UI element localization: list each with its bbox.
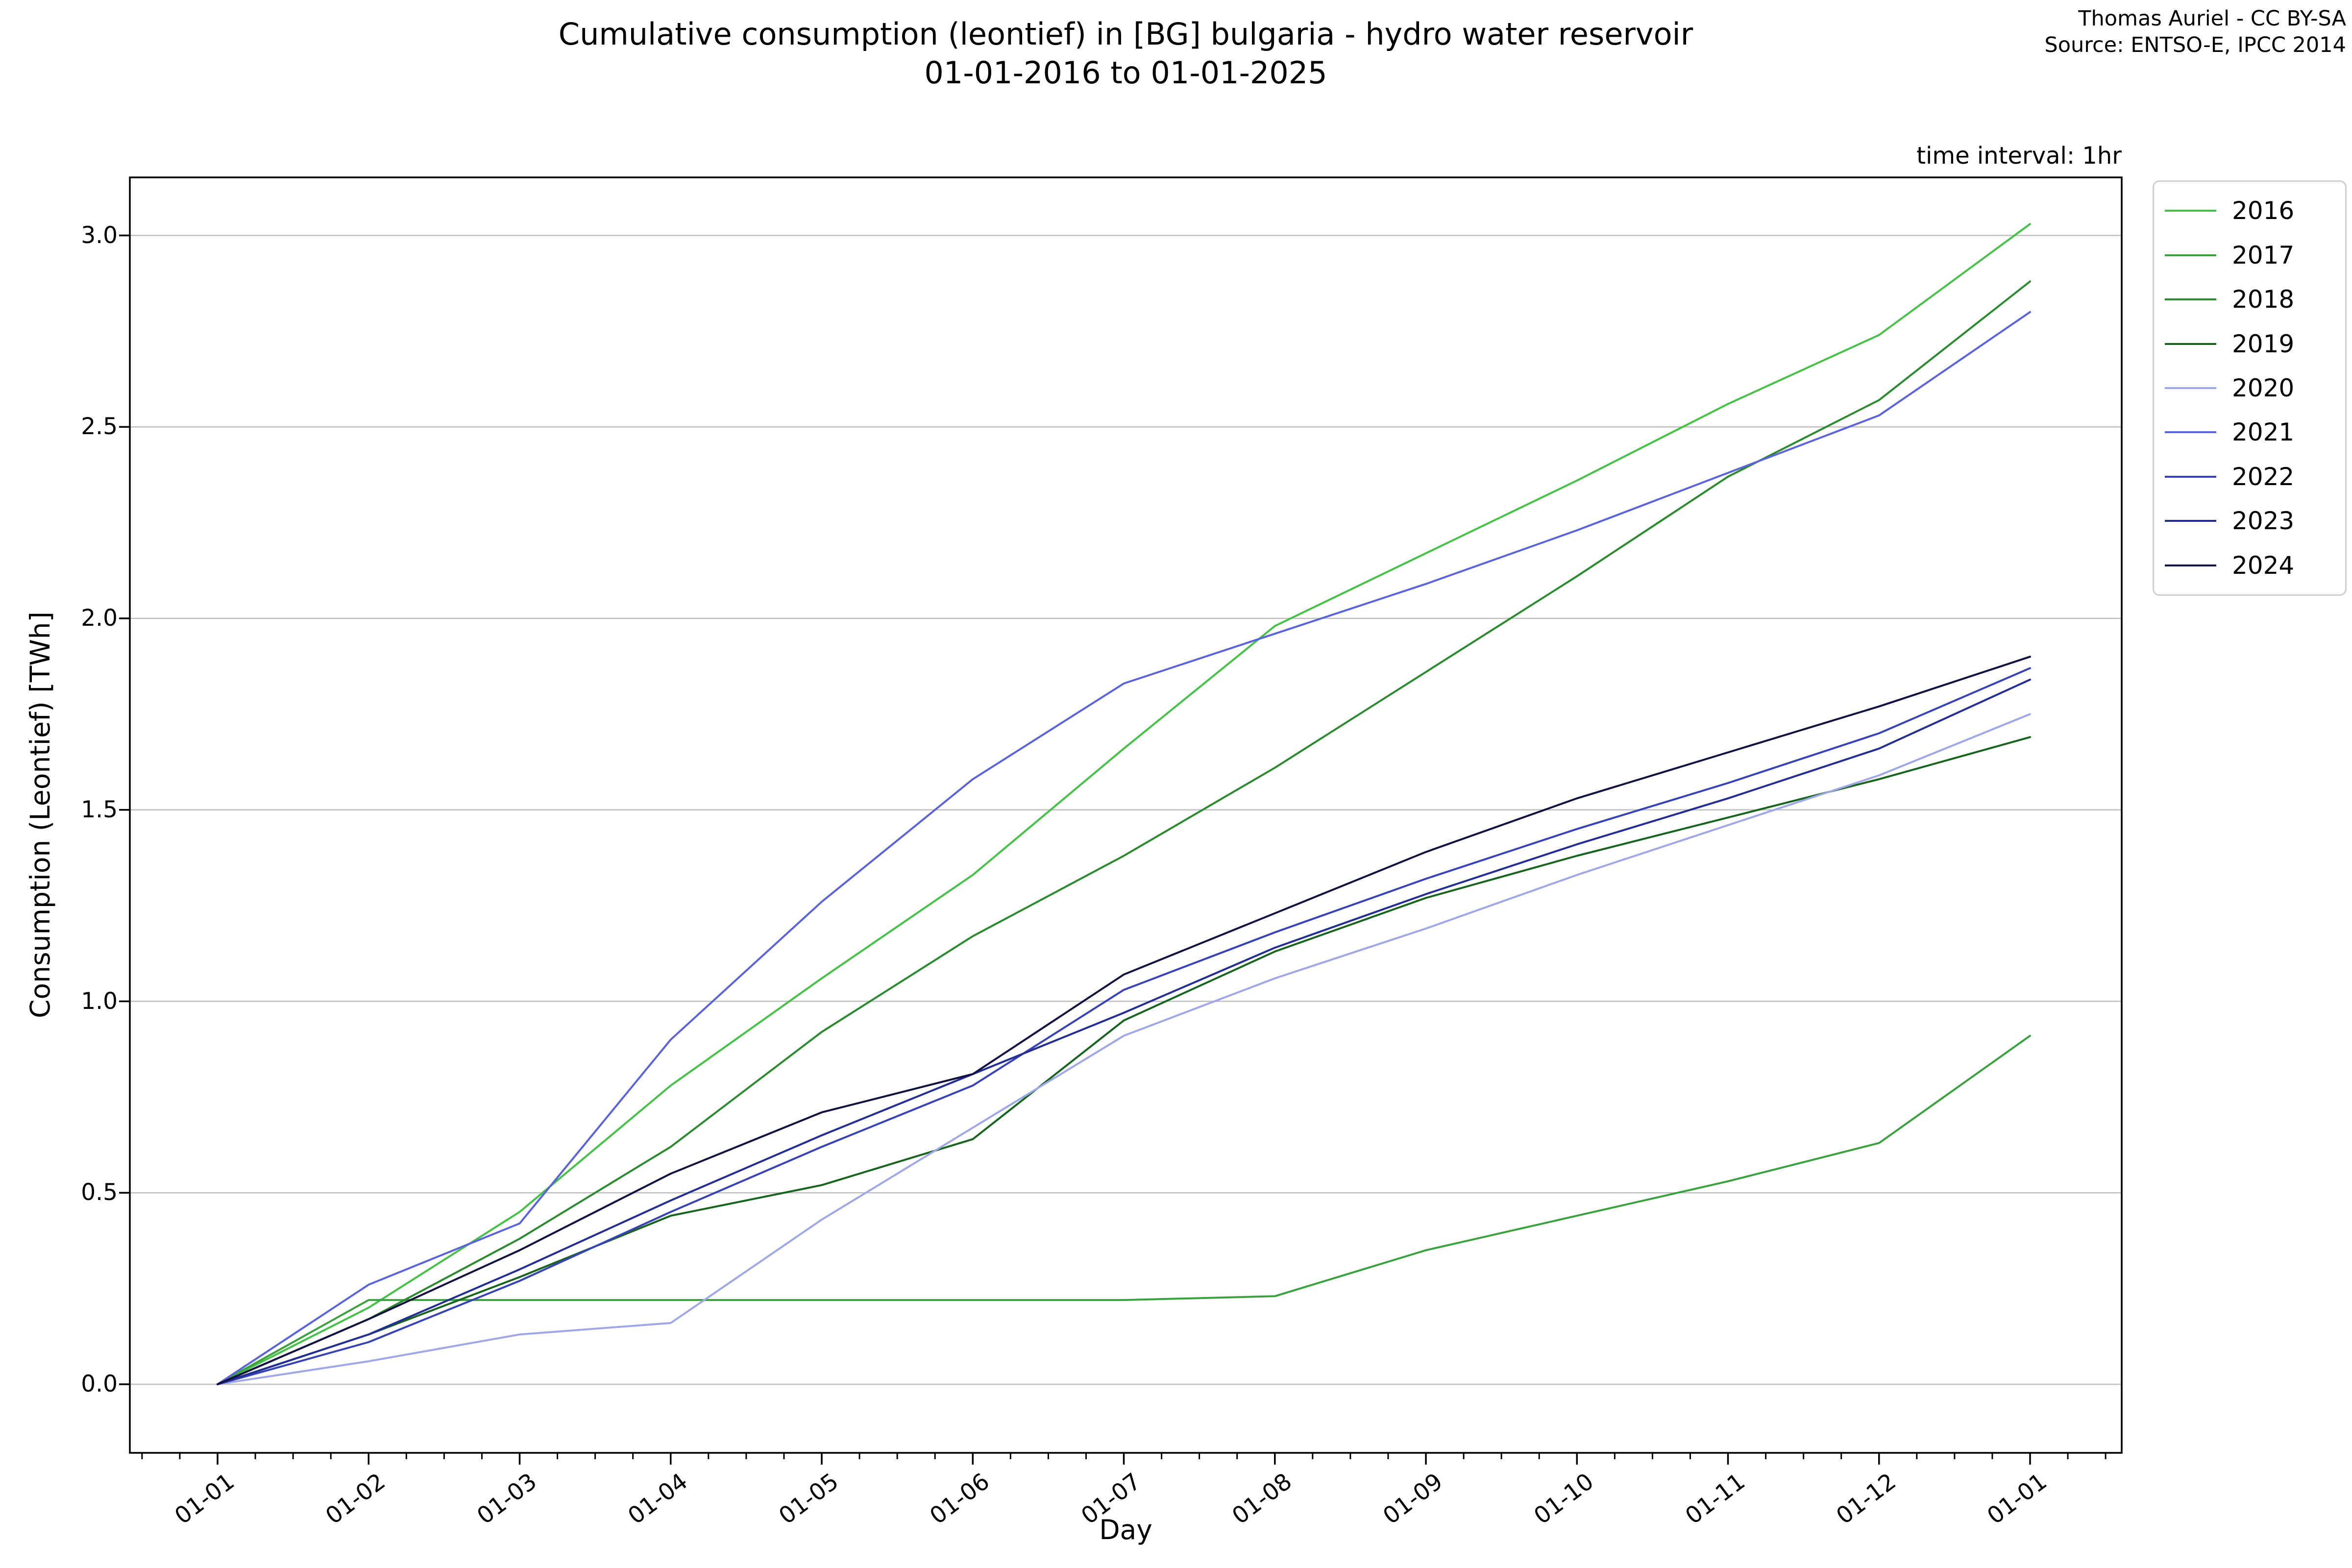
legend-swatch-2017	[2165, 254, 2216, 256]
y-tick-label-3.0: 3.0	[81, 221, 118, 249]
y-tick-label-2.5: 2.5	[81, 413, 118, 441]
legend-item-2023: 2023	[2154, 509, 2345, 533]
series-line-2023	[217, 679, 2031, 1385]
series-line-2021	[217, 311, 2031, 1385]
series-line-2019	[217, 736, 2031, 1385]
legend-item-2021: 2021	[2154, 420, 2345, 444]
x-axis-title: Day	[1099, 1514, 1152, 1545]
legend-label-2024: 2024	[2232, 551, 2295, 580]
chart-title-line2: 01-01-2016 to 01-01-2025	[924, 55, 1327, 91]
legend-label-2020: 2020	[2232, 373, 2295, 402]
time-interval-note: time interval: 1hr	[1916, 142, 2122, 170]
legend-item-2020: 2020	[2154, 376, 2345, 400]
attribution-source: Source: ENTSO-E, IPCC 2014	[2044, 32, 2346, 57]
legend-swatch-2019	[2165, 343, 2216, 345]
chart-title-line1: Cumulative consumption (leontief) in [BG…	[558, 16, 1693, 52]
series-line-2022	[217, 667, 2031, 1385]
legend-swatch-2020	[2165, 387, 2216, 389]
legend-label-2017: 2017	[2232, 241, 2295, 270]
y-axis-title: Consumption (Leontief) [TWh]	[24, 612, 56, 1018]
chart-title: Cumulative consumption (leontief) in [BG…	[130, 15, 2122, 93]
legend: 2016 2017 2018 2019 2020 2021 2022 2023 2024	[2153, 180, 2347, 596]
y-tick-label-2.0: 2.0	[81, 605, 118, 632]
legend-item-2016: 2016	[2154, 198, 2345, 223]
legend-swatch-2021	[2165, 431, 2216, 434]
legend-swatch-2024	[2165, 564, 2216, 566]
legend-item-2024: 2024	[2154, 553, 2345, 578]
legend-label-2019: 2019	[2232, 329, 2295, 358]
legend-label-2016: 2016	[2232, 196, 2295, 225]
series-line-2016	[217, 223, 2031, 1385]
attribution: Thomas Auriel - CC BY-SA Source: ENTSO-E…	[2044, 6, 2346, 59]
legend-item-2018: 2018	[2154, 287, 2345, 312]
legend-item-2022: 2022	[2154, 465, 2345, 489]
legend-swatch-2022	[2165, 475, 2216, 478]
y-tick-label-0.5: 0.5	[81, 1179, 118, 1206]
legend-label-2023: 2023	[2232, 507, 2295, 536]
legend-swatch-2023	[2165, 520, 2216, 522]
series-line-2018	[217, 280, 2031, 1385]
legend-swatch-2016	[2165, 210, 2216, 212]
series-line-2024	[217, 656, 2031, 1385]
legend-item-2019: 2019	[2154, 332, 2345, 356]
y-tick-label-1.0: 1.0	[81, 987, 118, 1015]
legend-label-2018: 2018	[2232, 285, 2295, 314]
series-line-2020	[217, 713, 2031, 1385]
plot-border	[129, 176, 2123, 1454]
legend-label-2022: 2022	[2232, 462, 2295, 491]
legend-label-2021: 2021	[2232, 418, 2295, 447]
series-line-2017	[217, 1034, 2031, 1385]
y-tick-label-0.0: 0.0	[81, 1371, 118, 1397]
legend-item-2017: 2017	[2154, 243, 2345, 268]
legend-swatch-2018	[2165, 298, 2216, 301]
y-tick-label-1.5: 1.5	[81, 796, 118, 823]
attribution-author: Thomas Auriel - CC BY-SA	[2078, 6, 2346, 31]
